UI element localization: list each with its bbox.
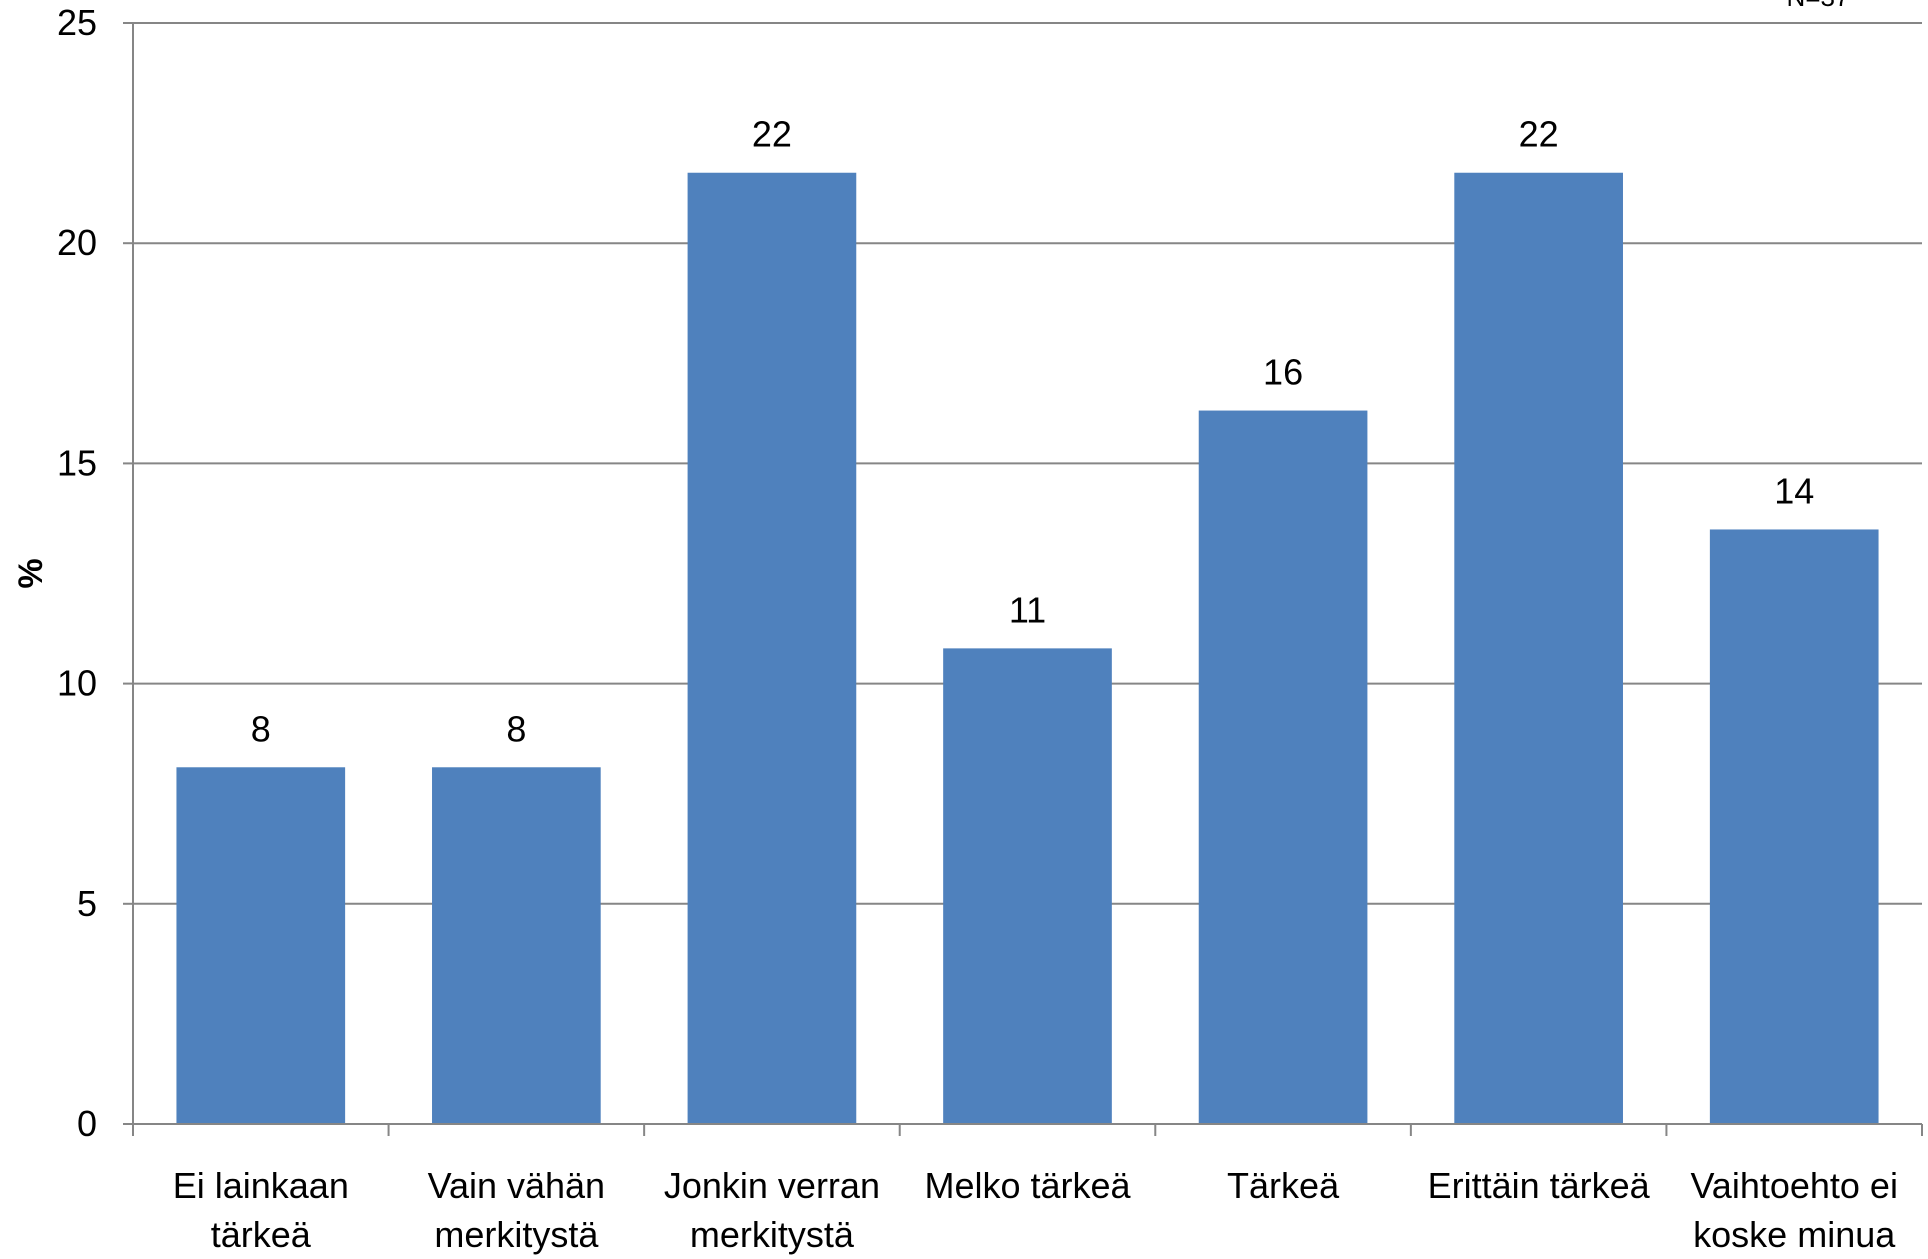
- bar: [432, 767, 601, 1124]
- bar: [1198, 410, 1368, 1124]
- y-tick-label: 5: [77, 883, 97, 924]
- sample-size-note: N=37: [1787, 0, 1850, 12]
- x-category-label: Jonkin verran: [664, 1165, 880, 1206]
- x-category-labels: Ei lainkaan tärkeä Vain vähän merkitystä Jon…: [173, 1165, 1898, 1255]
- axes: [123, 22, 1923, 1136]
- y-tick-labels: 0 5 10 15 20 25: [57, 2, 97, 1144]
- x-category-label: Tärkeä: [1227, 1165, 1340, 1206]
- y-tick-label: 20: [57, 222, 97, 263]
- x-category-label: koske minua: [1693, 1214, 1896, 1255]
- gridlines: [133, 22, 1922, 905]
- data-label: 16: [1263, 352, 1303, 393]
- data-label: 8: [506, 708, 526, 749]
- x-category-label: Ei lainkaan: [173, 1165, 349, 1206]
- data-label: 8: [251, 708, 271, 749]
- bar: [943, 648, 1112, 1124]
- bar: [687, 172, 857, 1125]
- data-label: 11: [1009, 589, 1046, 630]
- bars: [176, 172, 1879, 1125]
- y-tick-label: 25: [57, 2, 97, 43]
- data-labels: 8 8 22 11 16 22 14: [251, 114, 1814, 750]
- x-category-label: merkitystä: [690, 1214, 855, 1255]
- y-tick-label: 10: [57, 663, 97, 704]
- data-label: 14: [1774, 470, 1814, 511]
- y-tick-label: 15: [57, 442, 97, 483]
- bar: [1709, 529, 1879, 1124]
- x-category-label: merkitystä: [434, 1214, 599, 1255]
- bar: [1454, 172, 1623, 1125]
- data-label: 22: [1519, 114, 1559, 155]
- bar: [176, 767, 346, 1124]
- y-axis-label: %: [12, 558, 50, 588]
- x-category-label: Melko tärkeä: [924, 1165, 1131, 1206]
- x-category-label: Erittäin tärkeä: [1428, 1165, 1651, 1206]
- data-label: 22: [752, 114, 792, 155]
- x-category-label: Vain vähän: [428, 1165, 605, 1206]
- y-tick-label: 0: [77, 1103, 97, 1144]
- x-category-label: Vaihtoehto ei: [1690, 1165, 1898, 1206]
- x-category-label: tärkeä: [211, 1214, 312, 1255]
